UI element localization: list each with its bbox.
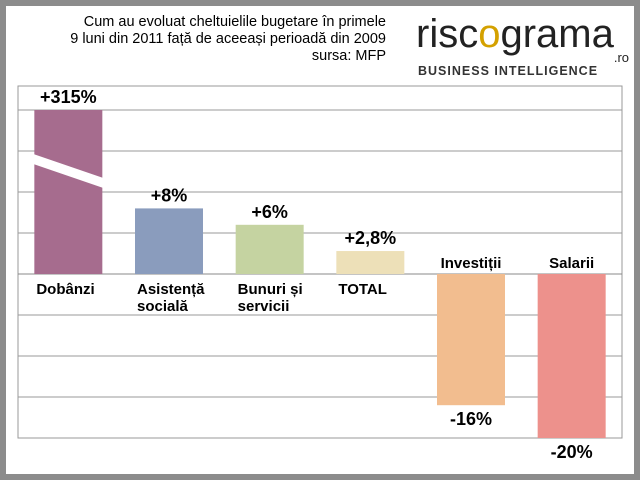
data-label: -16% (450, 409, 492, 429)
category-label: socială (137, 298, 189, 315)
plot-area-border (17, 85, 623, 439)
axis-break-mark (33, 154, 104, 188)
category-label: Asistență (137, 281, 205, 298)
data-label: -20% (551, 442, 593, 462)
bar (336, 251, 405, 274)
bar (437, 274, 505, 406)
data-label: +8% (151, 185, 188, 205)
logo-wordmark: riscograma (416, 12, 614, 56)
chart-frame: Cum au evoluat cheltuielile bugetare în … (6, 6, 634, 474)
bar (135, 208, 203, 274)
logo-suffix: .ro (613, 50, 629, 65)
riscograma-logo: riscograma .ro BUSINESS INTELLIGENCE (416, 12, 631, 82)
bar (34, 110, 103, 274)
data-label: +6% (251, 202, 288, 222)
category-label: Salarii (549, 255, 594, 272)
category-label: Bunuri și (238, 281, 303, 298)
category-label: servicii (238, 298, 290, 315)
header-line-2: 9 luni din 2011 față de aceeași perioadă… (70, 31, 386, 47)
chart-header: Cum au evoluat cheltuielile bugetare în … (6, 14, 386, 65)
header-line-1: Cum au evoluat cheltuielile bugetare în … (83, 14, 386, 30)
category-label: Investiții (441, 255, 502, 272)
header-source: sursa: MFP (311, 48, 386, 64)
data-label: +2,8% (345, 228, 397, 248)
bar (537, 274, 606, 438)
bar (235, 224, 304, 274)
logo-tagline: BUSINESS INTELLIGENCE (418, 64, 599, 78)
category-label: Dobânzi (36, 281, 94, 298)
category-label: TOTAL (338, 281, 387, 298)
data-label: +315% (40, 87, 97, 107)
